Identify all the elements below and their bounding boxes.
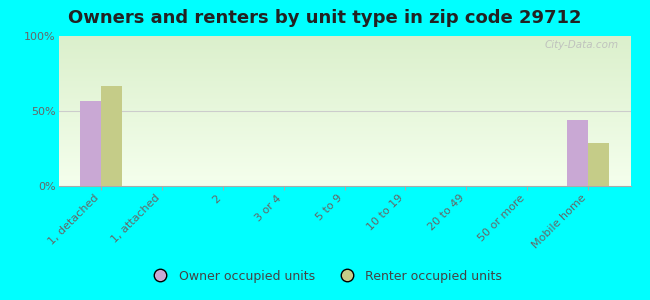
Bar — [567, 120, 588, 186]
Text: City-Data.com: City-Data.com — [545, 40, 619, 50]
Text: Owners and renters by unit type in zip code 29712: Owners and renters by unit type in zip c… — [68, 9, 582, 27]
Bar — [588, 142, 609, 186]
Legend: Owner occupied units, Renter occupied units: Owner occupied units, Renter occupied un… — [143, 265, 507, 288]
Bar — [101, 85, 122, 186]
Bar — [80, 100, 101, 186]
